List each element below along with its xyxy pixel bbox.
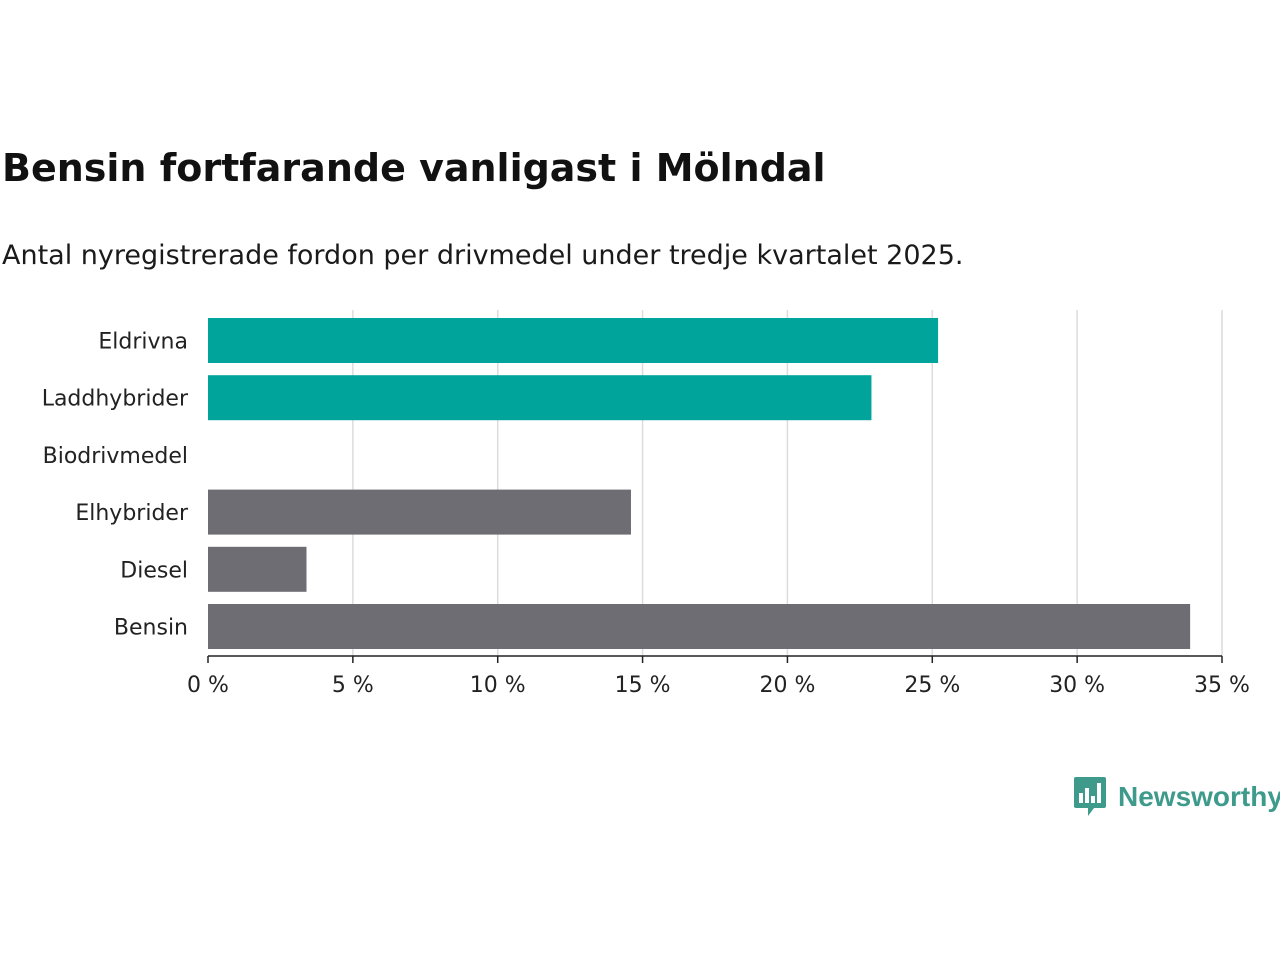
x-tick-label: 20 % — [759, 673, 815, 698]
category-label: Bensin — [114, 616, 188, 641]
bar-bensin — [208, 604, 1191, 649]
newsworthy-logo: Newsworthy — [1072, 776, 1280, 818]
x-tick-label: 25 % — [904, 673, 960, 698]
bar-eldrivna — [208, 318, 939, 363]
chart-subtitle: Antal nyregistrerade fordon per drivmede… — [2, 240, 964, 271]
bars — [208, 318, 1191, 649]
category-label: Eldrivna — [98, 330, 188, 355]
x-tick-label: 30 % — [1049, 673, 1105, 698]
category-labels: Eldrivna Laddhybrider Biodrivmedel Elhybrid… — [42, 330, 189, 641]
x-tick-label: 35 % — [1194, 673, 1250, 698]
category-label: Laddhybrider — [42, 387, 189, 412]
category-label: Biodrivmedel — [43, 444, 188, 469]
bar-diesel — [208, 546, 307, 592]
bar-elhybrider — [208, 489, 631, 535]
x-tick-label: 5 % — [332, 673, 374, 698]
grid-lines — [352, 310, 1223, 656]
chart-title: Bensin fortfarande vanligast i Mölndal — [2, 146, 826, 190]
bar-chart: 0 % 5 % 10 % 15 % 20 % 25 % 30 % 35 % Eldrivna L… — [42, 310, 1250, 698]
category-label: Elhybrider — [75, 501, 189, 526]
brand-name: Newsworthy — [1118, 781, 1280, 812]
x-tick-label: 15 % — [615, 673, 671, 698]
x-tick-label: 0 % — [187, 673, 229, 698]
category-label: Diesel — [120, 558, 188, 583]
bar-laddhybrider — [208, 375, 872, 421]
bar-chart-speech-bubble-icon — [1074, 777, 1106, 816]
x-axis: 0 % 5 % 10 % 15 % 20 % 25 % 30 % 35 % — [187, 655, 1250, 698]
x-tick-label: 10 % — [470, 673, 526, 698]
